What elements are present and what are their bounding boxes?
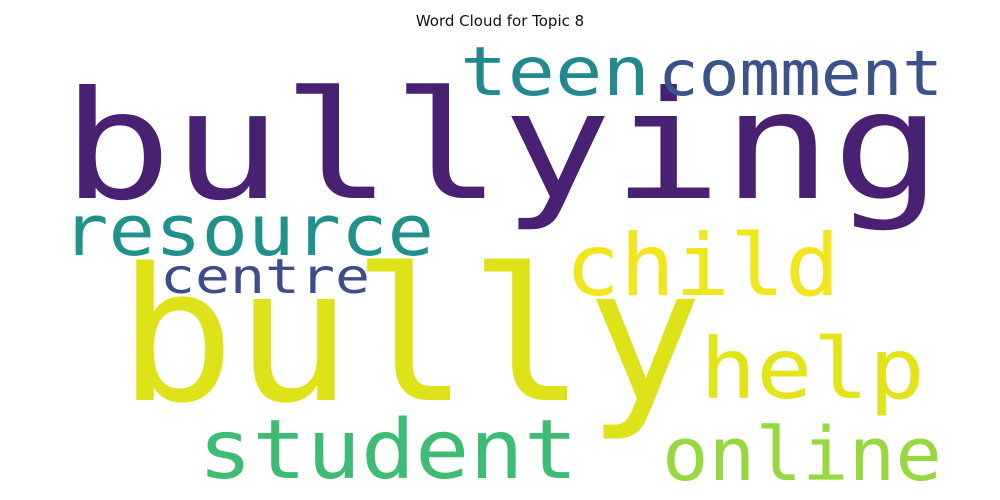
word-resource: resource [62,190,434,272]
word-teen: teen [460,33,650,112]
word-bullying: bullying [62,60,942,234]
word-comment: comment [658,37,943,110]
word-centre: centre [160,249,370,305]
word-child: child [565,216,840,316]
word-help: help [700,320,925,418]
word-student: student [198,403,578,498]
word-online: online [662,412,942,498]
word-bully: bully [118,228,703,444]
chart-title: Word Cloud for Topic 8 [415,12,585,30]
